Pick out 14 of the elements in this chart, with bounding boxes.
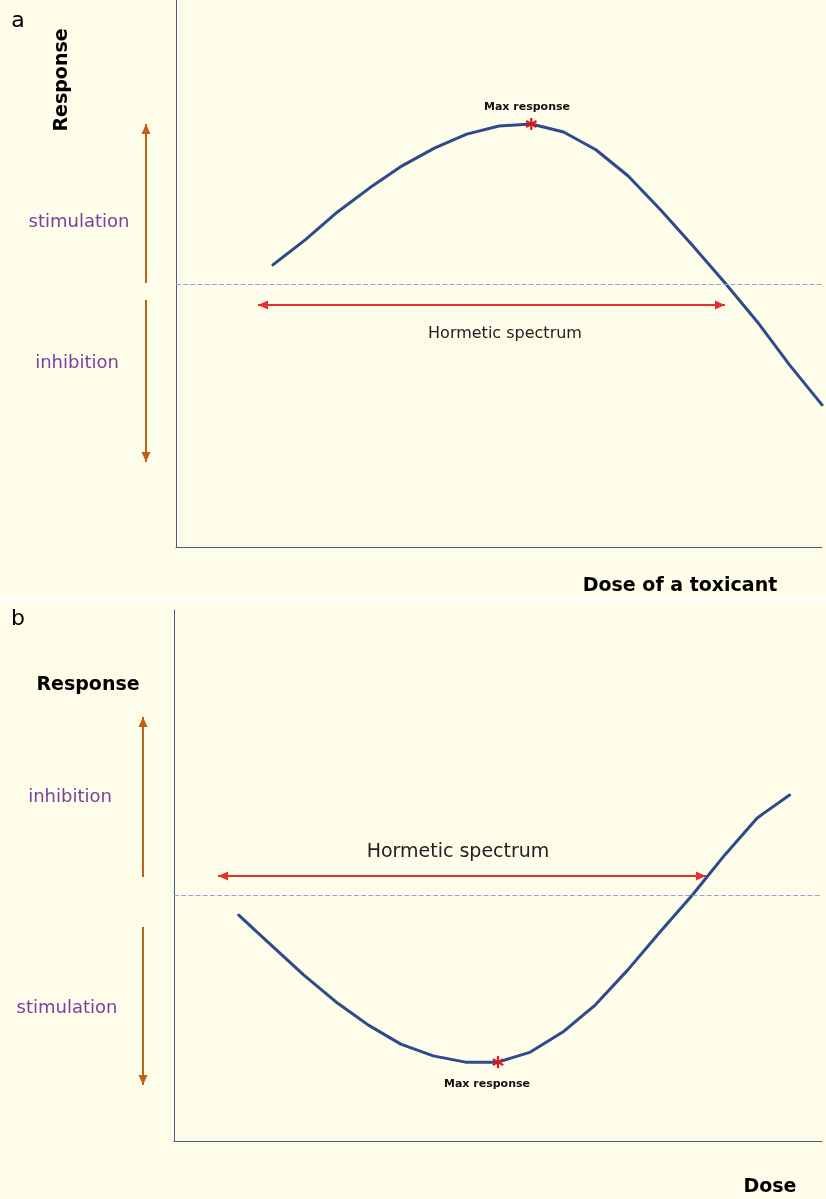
x-axis-title: Dose	[743, 1173, 797, 1196]
text: stimulation	[28, 210, 130, 231]
annotation: Max response	[444, 1076, 530, 1090]
y-axis-title: Response	[36, 671, 140, 694]
y-axis-title: Response	[48, 28, 71, 132]
text: inhibition	[35, 351, 119, 372]
text: inhibition	[28, 785, 112, 806]
annotation: Hormetic spectrum	[366, 838, 550, 861]
text: b	[11, 605, 25, 630]
text: stimulation	[16, 996, 118, 1017]
x-axis-title: Dose of a toxicant	[582, 572, 778, 595]
annotation: Hormetic spectrum	[428, 323, 582, 342]
text: Max response	[484, 99, 570, 113]
text: a	[11, 7, 25, 32]
